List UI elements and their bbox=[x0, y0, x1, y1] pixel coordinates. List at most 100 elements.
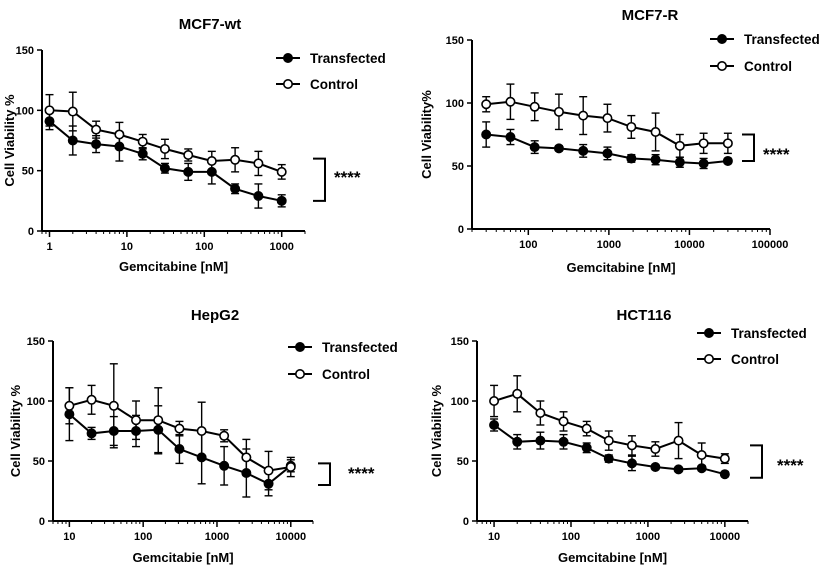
significance-bracket bbox=[750, 444, 763, 479]
data-point bbox=[626, 121, 637, 132]
data-point bbox=[159, 143, 170, 154]
data-point bbox=[219, 430, 230, 441]
data-point bbox=[196, 425, 207, 436]
x-tick-label: 100 bbox=[134, 531, 152, 543]
y-axis-label: Cell Viability % bbox=[2, 94, 17, 187]
x-tick-label: 10 bbox=[488, 531, 500, 543]
data-point bbox=[159, 163, 170, 174]
legend-marker bbox=[703, 327, 714, 338]
legend-marker bbox=[716, 33, 727, 44]
legend: Transfected Control bbox=[710, 32, 820, 74]
x-tick-label: 100 bbox=[195, 241, 213, 253]
y-tick-label: 150 bbox=[446, 35, 464, 47]
series-control bbox=[489, 375, 730, 468]
chart-title: HCT116 bbox=[616, 307, 671, 324]
x-tick-label: 1 bbox=[46, 241, 52, 253]
data-point bbox=[183, 149, 194, 160]
data-point bbox=[698, 158, 709, 169]
data-point bbox=[553, 143, 564, 154]
legend-label: Transfected bbox=[310, 51, 386, 66]
x-tick-label: 10 bbox=[63, 531, 75, 543]
data-point bbox=[722, 155, 733, 166]
chart-title: MCF7-wt bbox=[179, 16, 242, 33]
chart-panel-1: MCF7-wt 0 50 100 150 1 10 100 1000 Gemcitabine [n… bbox=[2, 16, 386, 274]
data-point bbox=[529, 142, 540, 153]
data-point bbox=[505, 96, 516, 107]
data-point bbox=[558, 416, 569, 427]
data-point bbox=[626, 153, 637, 164]
data-point bbox=[581, 442, 592, 453]
x-axis-label: Gemcitabie [nM] bbox=[132, 550, 233, 565]
series-control bbox=[44, 91, 287, 180]
data-point bbox=[650, 126, 661, 137]
series-transfected bbox=[489, 418, 730, 480]
data-point bbox=[553, 106, 564, 117]
data-point bbox=[698, 138, 709, 149]
data-point bbox=[183, 166, 194, 177]
legend-label: Control bbox=[310, 77, 358, 92]
chart-panel-3: HepG2 0 50 100 150 10 100 1000 10000 Gemcitabie [… bbox=[8, 307, 398, 565]
data-point bbox=[578, 145, 589, 156]
data-point bbox=[67, 106, 78, 117]
data-point bbox=[512, 388, 523, 399]
data-point bbox=[153, 415, 164, 426]
legend: Transfected Control bbox=[697, 326, 807, 367]
data-point bbox=[558, 436, 569, 447]
data-point bbox=[602, 113, 613, 124]
data-point bbox=[489, 419, 500, 430]
x-axis-label: Gemcitabine [nM] bbox=[558, 550, 667, 565]
data-point bbox=[91, 139, 102, 150]
y-axis-label: Cell Viability % bbox=[429, 384, 444, 477]
data-point bbox=[86, 428, 97, 439]
data-point bbox=[174, 443, 185, 454]
x-tick-label: 10000 bbox=[710, 531, 741, 543]
data-point bbox=[719, 453, 730, 464]
data-point bbox=[481, 99, 492, 110]
data-point bbox=[230, 154, 241, 165]
data-point bbox=[86, 394, 97, 405]
data-point bbox=[674, 140, 685, 151]
y-tick-label: 50 bbox=[452, 161, 464, 173]
x-tick-label: 1000 bbox=[205, 531, 229, 543]
chart-panel-2: MCF7-R 0 50 100 150 100 1000 10000 100000 Gemcita… bbox=[419, 7, 820, 275]
data-point bbox=[114, 129, 125, 140]
legend-marker bbox=[294, 368, 305, 379]
y-tick-label: 100 bbox=[446, 98, 464, 110]
data-point bbox=[722, 138, 733, 149]
y-tick-label: 50 bbox=[457, 456, 469, 468]
legend-label: Transfected bbox=[744, 32, 820, 47]
data-point bbox=[650, 154, 661, 165]
data-point bbox=[206, 156, 217, 167]
significance-label: **** bbox=[763, 145, 790, 164]
data-point bbox=[91, 124, 102, 135]
y-tick-label: 50 bbox=[33, 456, 45, 468]
data-point bbox=[219, 460, 230, 471]
y-tick-label: 0 bbox=[463, 516, 469, 528]
data-point bbox=[174, 423, 185, 434]
significance-label: **** bbox=[348, 464, 375, 483]
data-point bbox=[241, 452, 252, 463]
data-point bbox=[276, 195, 287, 206]
data-point bbox=[603, 435, 614, 446]
y-tick-label: 0 bbox=[39, 516, 45, 528]
data-point bbox=[673, 464, 684, 475]
legend: Transfected Control bbox=[288, 340, 398, 382]
data-point bbox=[650, 461, 661, 472]
data-point bbox=[253, 191, 264, 202]
legend-label: Transfected bbox=[731, 326, 807, 341]
data-point bbox=[674, 157, 685, 168]
data-point bbox=[529, 101, 540, 112]
y-tick-label: 0 bbox=[458, 224, 464, 236]
x-tick-label: 100000 bbox=[752, 239, 789, 251]
significance-bracket bbox=[318, 462, 331, 486]
data-point bbox=[137, 136, 148, 147]
legend-marker bbox=[716, 60, 727, 71]
data-point bbox=[230, 183, 241, 194]
x-axis-label: Gemcitabine [nM] bbox=[566, 260, 675, 275]
legend-marker bbox=[703, 353, 714, 364]
y-axis-label: Cell Viability % bbox=[8, 384, 23, 477]
data-point bbox=[626, 440, 637, 451]
y-tick-label: 150 bbox=[451, 336, 469, 348]
significance-bracket bbox=[313, 157, 326, 202]
data-point bbox=[535, 435, 546, 446]
